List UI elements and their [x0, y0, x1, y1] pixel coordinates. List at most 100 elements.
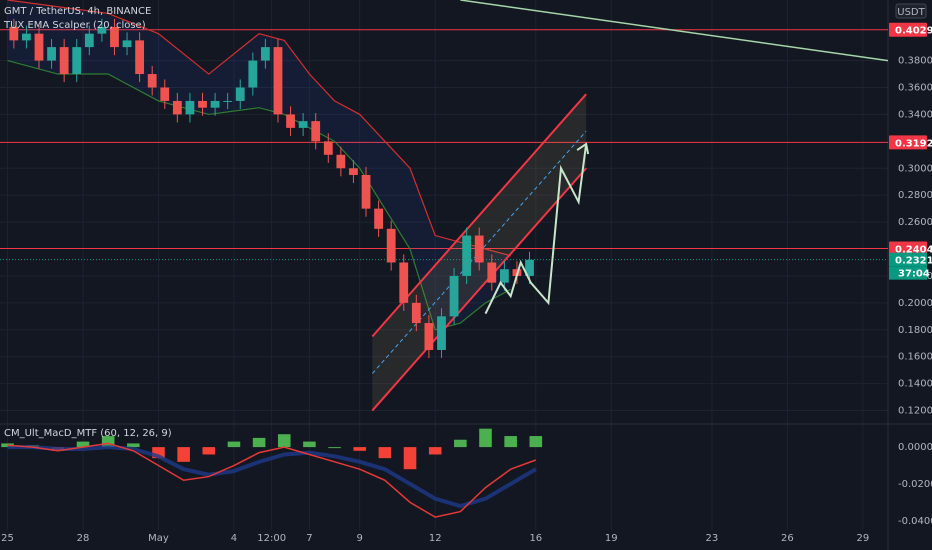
candle-body-10 [122, 40, 132, 48]
candle-body-31 [386, 228, 396, 263]
candle-body-42 [525, 259, 534, 276]
time-label-7: 12 [429, 533, 442, 544]
macd-bar-4 [101, 436, 115, 448]
macd-bar-13 [328, 447, 341, 449]
price-tick-label-1: 0.3600 [898, 82, 932, 93]
candle-body-28 [349, 168, 358, 175]
price-tag-label-1: 0.3192 [895, 138, 932, 149]
candle-body-13 [160, 87, 170, 101]
candle-body-18 [223, 100, 233, 102]
price-series [9, 18, 534, 359]
upper-band-line [7, 0, 511, 257]
macd-bar-6 [152, 447, 165, 459]
time-label-0: 25 [1, 533, 14, 544]
price-tag-label-2: 0.2404 [895, 244, 932, 255]
projection-path [484, 142, 590, 315]
macd-bar-8 [202, 447, 216, 455]
time-label-10: 23 [706, 533, 719, 544]
candle-body-17 [210, 100, 220, 108]
price-tick-label-8: 0.1800 [898, 325, 932, 336]
price-tag-label-3: 0.2321 [895, 256, 932, 267]
candle-body-34 [424, 323, 434, 350]
currency-badge[interactable]: USDT [895, 3, 927, 19]
candle-body-5 [59, 47, 69, 75]
candle-body-22 [273, 47, 283, 115]
candle-body-11 [135, 40, 145, 75]
macd-line [7, 442, 537, 518]
trendline [460, 0, 889, 62]
candle-body-7 [84, 33, 94, 48]
candle-body-38 [474, 235, 484, 263]
time-label-11: 26 [781, 533, 794, 544]
macd-tick-label-2: -0.0400 [898, 516, 932, 527]
candle-body-29 [361, 174, 371, 209]
candle-body-1 [9, 26, 19, 41]
channel-lower-line [371, 167, 587, 412]
time-label-1: 28 [77, 533, 90, 544]
price-tick-label-5: 0.2600 [898, 217, 932, 228]
macd-title: CM_Ult_MacD_MTF (60, 12, 26, 9) [4, 428, 172, 439]
candle-body-4 [47, 47, 56, 61]
price-tick-label-10: 0.1400 [898, 379, 932, 390]
candle-body-9 [110, 26, 119, 48]
candle-body-2 [22, 33, 31, 41]
time-label-5: 7 [306, 533, 312, 544]
macd-bar-3 [76, 441, 90, 448]
trendline-line [460, 0, 889, 62]
macd-bar-15 [378, 447, 392, 459]
macd-bar-10 [252, 437, 266, 448]
candle-body-24 [298, 121, 308, 128]
candle-body-14 [172, 100, 182, 115]
macd-bar-5 [127, 443, 140, 448]
macd-signal-line [7, 445, 537, 509]
time-label-6: 9 [357, 533, 363, 544]
time-label-12: 29 [856, 533, 869, 544]
band-fill [7, 0, 511, 330]
macd-bar-11 [277, 434, 291, 448]
macd-bar-9 [227, 441, 241, 448]
projection-arrow [576, 142, 590, 155]
price-tick-label-11: 0.1200 [898, 406, 932, 417]
macd-bar-17 [428, 447, 442, 455]
time-label-8: 16 [529, 533, 542, 544]
candle-body-16 [198, 100, 207, 108]
candle-body-32 [399, 262, 409, 303]
candle-body-39 [487, 262, 497, 283]
countdown-label: 37:04 [898, 269, 930, 280]
price-tag-bg-0 [889, 22, 927, 37]
candle-body-12 [147, 74, 157, 88]
macd-tick-label-0: 0.0000 [898, 442, 932, 453]
candle-body-19 [235, 87, 245, 101]
candle-body-35 [437, 316, 446, 350]
macd-tick-label-1: -0.0200 [898, 479, 932, 490]
time-label-2: May [148, 533, 169, 544]
candle-body-23 [286, 114, 295, 128]
candle-body-15 [185, 100, 195, 115]
time-label-4: 12:00 [257, 533, 286, 544]
candle-body-40 [499, 269, 509, 283]
price-tick-label-4: 0.2800 [898, 190, 932, 201]
candle-body-26 [323, 141, 333, 155]
candle-body-33 [411, 302, 421, 324]
macd-bar-18 [454, 439, 467, 448]
price-tick-label-2: 0.3400 [898, 109, 932, 120]
time-label-3: 4 [231, 533, 237, 544]
price-tick-label-9: 0.1600 [898, 352, 932, 363]
candle-body-27 [336, 154, 346, 169]
indicator-title: TUX EMA Scalper (20, close) [3, 20, 146, 31]
candle-body-8 [97, 26, 107, 34]
legend: GMT / TetherUS, 4h, BINANCE TUX EMA Scal… [3, 6, 172, 439]
price-tag-bg-2 [889, 241, 927, 256]
axes: 0.38000.36000.34000.30000.28000.26000.22… [1, 22, 932, 544]
candle-body-30 [374, 208, 383, 229]
candle-body-21 [260, 47, 270, 61]
countdown-bg [889, 266, 927, 280]
macd-bar-12 [303, 441, 316, 448]
time-label-9: 19 [605, 533, 618, 544]
macd-bar-7 [177, 447, 190, 462]
macd-bar-14 [353, 447, 367, 451]
price-tick-label-0: 0.3800 [898, 56, 932, 67]
projection-line [484, 143, 588, 315]
macd-bar-16 [403, 447, 417, 470]
